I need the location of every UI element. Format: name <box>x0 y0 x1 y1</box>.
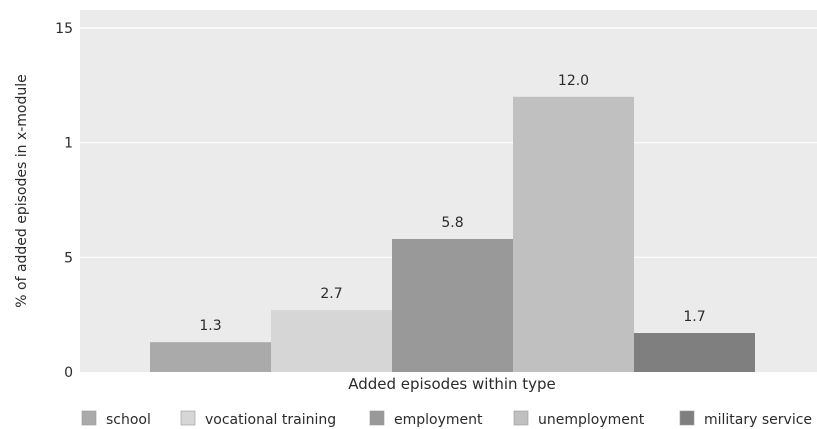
y-axis-ticks: 0 5 1 15 <box>55 21 73 381</box>
legend-swatch <box>513 410 529 426</box>
data-label: 12.0 <box>558 73 589 89</box>
legend: school vocational training employment unemp… <box>81 410 812 428</box>
legend-swatch <box>180 410 196 426</box>
bar-employment <box>392 238 513 372</box>
y-tick-label: 1 <box>64 136 73 152</box>
bar-school <box>150 342 271 372</box>
x-axis-title: Added episodes within type <box>348 375 556 393</box>
data-label: 5.8 <box>441 215 463 231</box>
bar-unemployment <box>513 96 634 373</box>
y-tick-label: 15 <box>55 21 73 37</box>
bar-vocational-training <box>271 310 392 372</box>
legend-label: employment <box>394 412 483 428</box>
legend-swatch <box>369 410 385 426</box>
bar-military-service <box>634 333 755 372</box>
y-tick-label: 0 <box>64 365 73 381</box>
legend-label: unemployment <box>538 412 645 428</box>
legend-swatch <box>679 410 695 426</box>
legend-label: military service <box>704 412 812 428</box>
legend-swatch <box>81 410 97 426</box>
legend-label: school <box>106 412 151 428</box>
data-labels: 1.3 2.7 5.8 12.0 1.7 <box>199 73 705 334</box>
y-tick-label: 5 <box>64 250 73 266</box>
y-axis-title: % of added episodes in x-module <box>14 74 30 308</box>
legend-label: vocational training <box>205 412 336 428</box>
bars <box>150 96 755 373</box>
data-label: 1.7 <box>683 309 705 325</box>
data-label: 2.7 <box>320 286 342 302</box>
data-label: 1.3 <box>199 318 221 334</box>
